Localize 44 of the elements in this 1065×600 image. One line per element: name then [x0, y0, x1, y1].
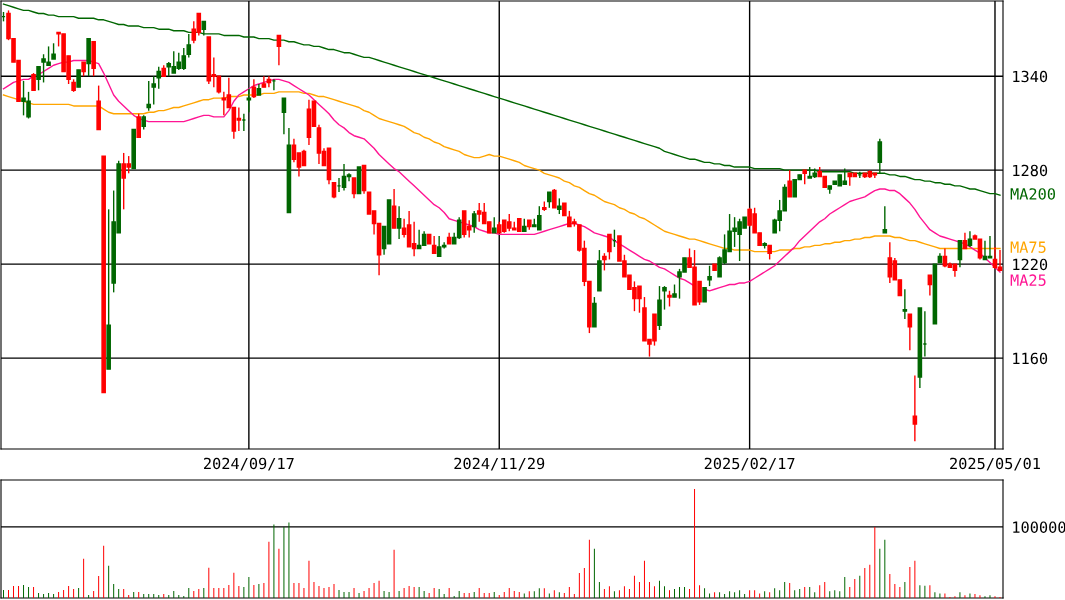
candlestick	[907, 313, 913, 352]
candlestick	[246, 88, 252, 113]
y-tick-label: 1220	[1013, 258, 1048, 271]
y-tick-label: 1280	[1013, 164, 1048, 177]
candlestick	[406, 210, 412, 248]
candlestick	[291, 138, 297, 164]
candlestick	[151, 75, 157, 106]
candlestick	[436, 235, 442, 258]
candlestick	[396, 205, 402, 240]
x-tick-label: 2025/05/01	[950, 457, 1040, 471]
candlestick	[592, 296, 597, 328]
x-tick-label: 2025/02/17	[704, 457, 795, 471]
candlestick	[411, 221, 417, 258]
candlestick	[136, 113, 142, 138]
candlestick	[186, 33, 192, 59]
x-tick-label: 2024/09/17	[204, 457, 294, 471]
candlestick	[787, 169, 792, 198]
x-tick-label: 2024/11/29	[454, 457, 545, 471]
candlestick	[662, 285, 667, 311]
candlestick	[471, 210, 477, 234]
candlestick	[912, 374, 918, 442]
candlestick	[261, 75, 267, 88]
y-tick-label: 1340	[1013, 70, 1048, 83]
series-label: MA200	[1010, 188, 1056, 200]
candlestick	[36, 66, 41, 91]
candlestick	[552, 188, 557, 209]
candlestick	[236, 106, 242, 132]
candlestick	[156, 66, 162, 90]
candlestick	[251, 78, 257, 99]
candlestick	[877, 138, 883, 175]
y-tick-label: 100000	[1013, 521, 1065, 533]
candlestick	[607, 233, 612, 261]
candlestick	[987, 235, 993, 259]
candlestick	[221, 91, 227, 117]
candlestick	[992, 246, 998, 270]
candlestick	[902, 288, 908, 320]
candlestick	[146, 80, 152, 112]
candlestick	[882, 205, 888, 234]
y-tick-label: 1160	[1013, 352, 1048, 365]
series-label: MA75	[1010, 241, 1046, 253]
series-label: MA25	[1010, 274, 1046, 286]
candlestick	[707, 265, 712, 287]
candlestick	[281, 97, 287, 135]
candlestick	[927, 274, 933, 297]
